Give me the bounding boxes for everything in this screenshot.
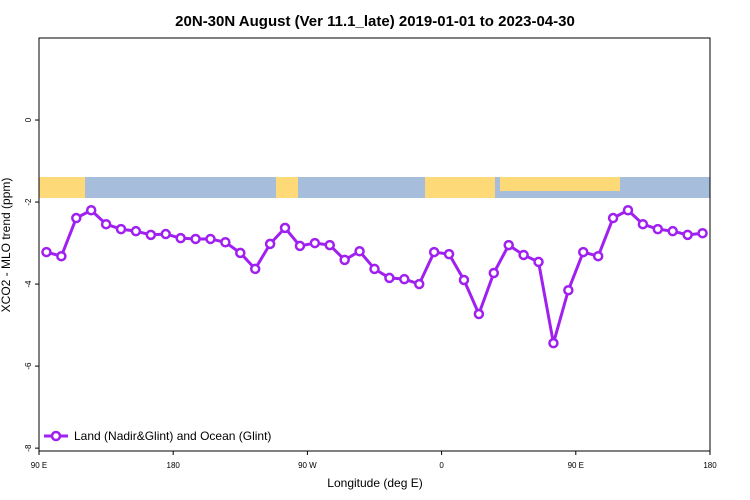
legend-swatch-point [50, 430, 62, 442]
data-point [473, 308, 485, 320]
data-point [622, 205, 634, 216]
data-point [235, 247, 246, 259]
data-point [578, 246, 589, 258]
data-point [354, 246, 365, 257]
y-tick-label: -2 [24, 198, 33, 206]
data-point [518, 249, 529, 261]
data-point [458, 274, 470, 286]
data-point [548, 337, 559, 349]
data-point [413, 278, 425, 290]
data-point [175, 232, 186, 244]
data-point [592, 250, 604, 262]
data-point [279, 222, 291, 234]
data-point [399, 273, 410, 285]
x-tick-label: 180 [703, 461, 717, 470]
data-point [130, 225, 142, 237]
data-point [324, 239, 336, 251]
data-point [71, 212, 82, 224]
y-tick-label: -4 [24, 280, 33, 288]
x-tick-label: 90 E [31, 461, 47, 470]
data-point [309, 237, 321, 249]
data-point [85, 205, 97, 216]
data-point [503, 239, 514, 251]
series-line [46, 208, 703, 344]
data-point [667, 225, 678, 237]
data-point [249, 263, 261, 275]
data-point [637, 218, 649, 230]
y-tick-label: -6 [24, 362, 33, 370]
data-point [428, 246, 440, 258]
data-point [264, 238, 276, 250]
data-point [205, 233, 216, 245]
data-point [115, 223, 127, 235]
data-point [41, 246, 52, 258]
data-point [652, 223, 664, 235]
data-point [56, 250, 67, 262]
data-point [384, 272, 395, 284]
data-point [294, 240, 306, 252]
y-tick-label: -8 [24, 444, 33, 452]
data-point [682, 229, 693, 241]
data-point [160, 228, 171, 240]
data-point [488, 267, 500, 279]
data-point [100, 218, 112, 230]
chart-title: 20N-30N August (Ver 11.1_late) 2019-01-0… [175, 13, 575, 30]
x-tick-label: 90 E [568, 461, 584, 470]
y-tick-label: 0 [24, 117, 33, 122]
legend-label: Land (Nadir&Glint) and Ocean (Glint) [74, 429, 271, 443]
x-tick-label: 0 [439, 461, 444, 470]
y-axis-label: XCO2 - MLO trend (ppm) [0, 178, 13, 313]
data-point [220, 236, 231, 248]
x-tick-label: 90 W [298, 461, 317, 470]
data-point [369, 263, 380, 275]
x-tick-label: 180 [167, 461, 181, 470]
data-point [145, 229, 157, 241]
data-point [339, 254, 350, 266]
map-strip [39, 177, 710, 198]
x-axis-label: Longitude (deg E) [327, 476, 422, 490]
data-point [190, 233, 201, 245]
data-point [697, 227, 708, 239]
data-point [533, 256, 544, 268]
data-point [563, 284, 574, 296]
data-point [443, 248, 455, 260]
data-point [607, 212, 619, 224]
plot-frame [38, 37, 711, 452]
